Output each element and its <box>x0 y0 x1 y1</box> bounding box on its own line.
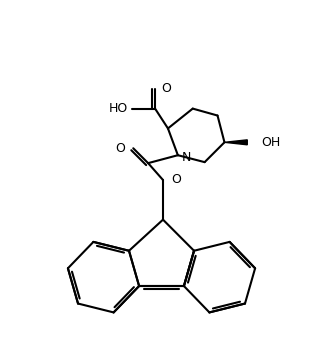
Polygon shape <box>225 140 247 145</box>
Text: O: O <box>115 142 125 155</box>
Text: HO: HO <box>109 102 128 115</box>
Text: O: O <box>171 174 181 187</box>
Text: N: N <box>182 151 191 164</box>
Text: O: O <box>161 82 171 95</box>
Text: OH: OH <box>261 136 280 149</box>
